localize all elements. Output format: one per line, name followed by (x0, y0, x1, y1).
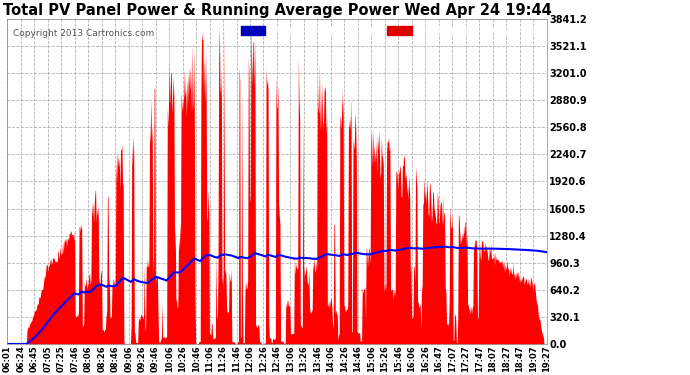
Title: Total PV Panel Power & Running Average Power Wed Apr 24 19:44: Total PV Panel Power & Running Average P… (3, 3, 551, 18)
Text: Copyright 2013 Cartronics.com: Copyright 2013 Cartronics.com (12, 29, 154, 38)
Legend: Average  (DC Watts), PV Panels  (DC Watts): Average (DC Watts), PV Panels (DC Watts) (239, 24, 542, 38)
